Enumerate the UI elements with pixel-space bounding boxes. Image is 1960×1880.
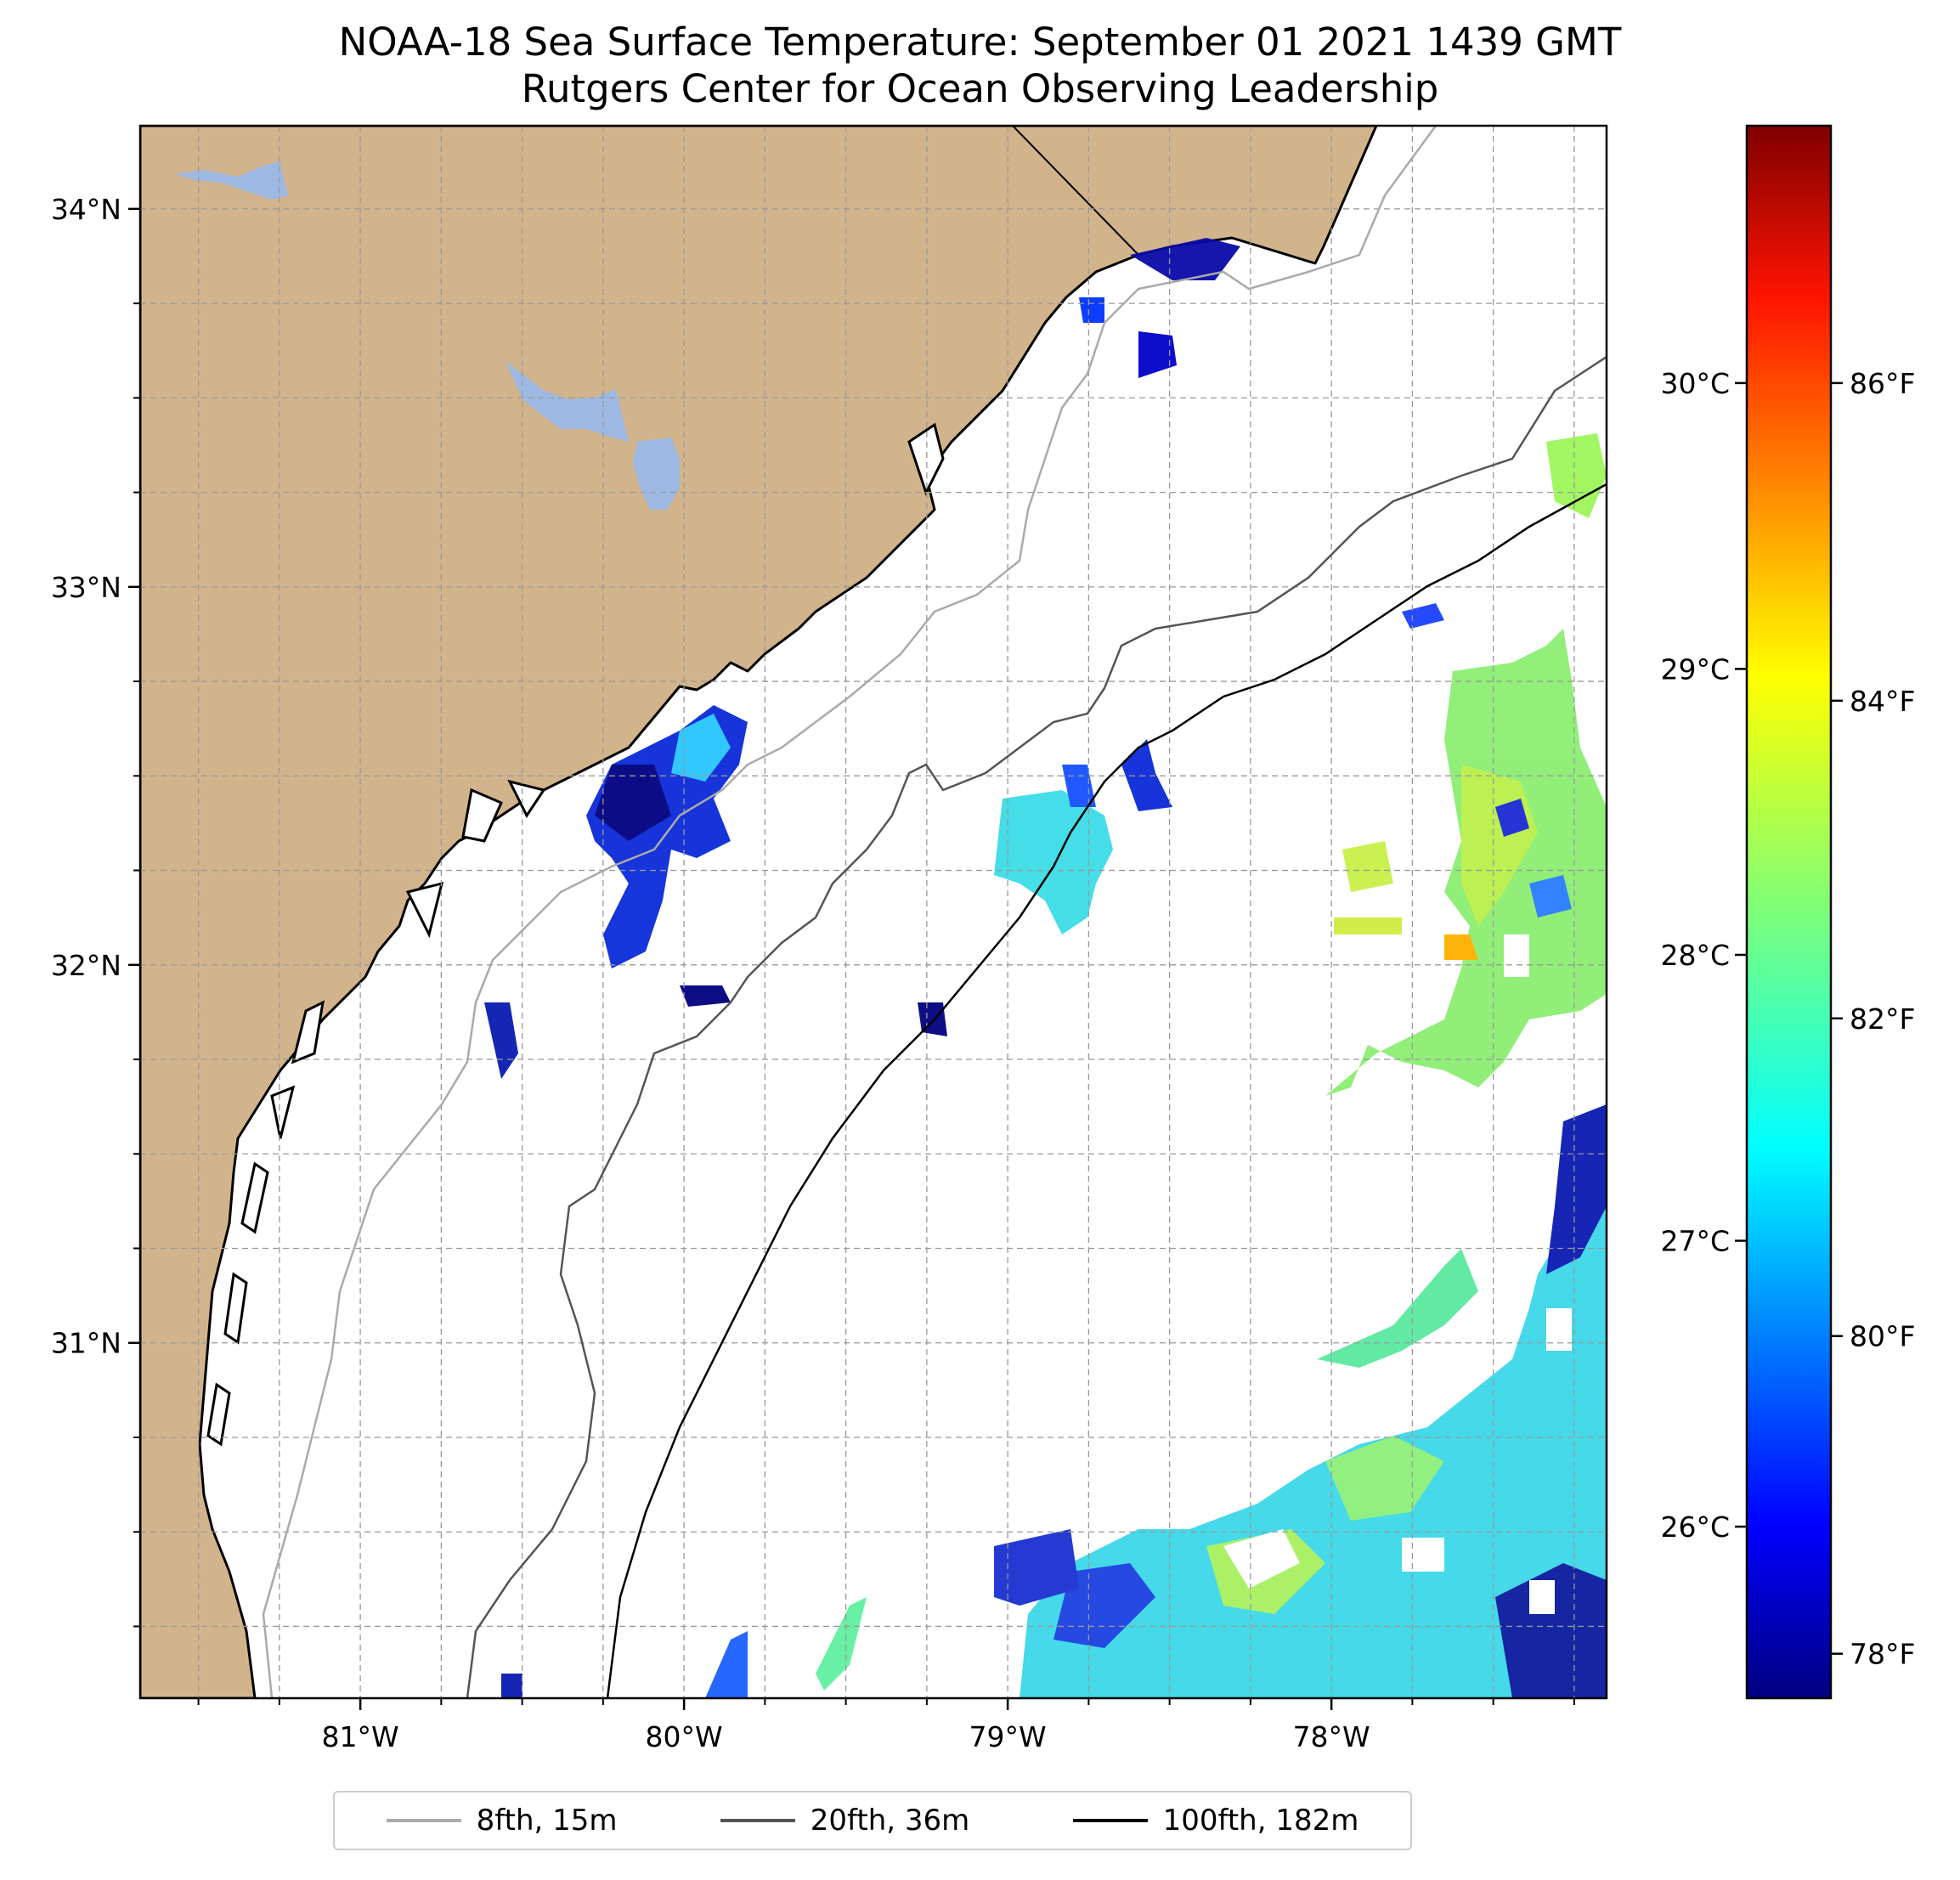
celsius-tick-label: 29°C	[1660, 652, 1730, 686]
fahrenheit-tick-label: 86°F	[1850, 367, 1915, 400]
estuary	[206, 422, 945, 1447]
lake-upper	[174, 161, 289, 200]
gridlines	[140, 126, 1607, 1698]
lake-moultrie	[633, 438, 680, 510]
celsius-tick-label: 27°C	[1660, 1225, 1730, 1258]
legend-swatch-100fth	[1072, 1819, 1148, 1822]
isobath-100fth-182m	[606, 483, 1607, 1698]
map-area[interactable]	[140, 126, 1607, 1698]
chart-title: NOAA-18 Sea Surface Temperature: Septemb…	[0, 19, 1960, 112]
isobath-20fth-36m	[466, 355, 1607, 1698]
legend-item-20fth: 20fth, 36m	[720, 1804, 970, 1838]
legend-label-8fth: 8fth, 15m	[476, 1804, 618, 1838]
y-tick-label: 31°N	[51, 1327, 121, 1360]
title-line-1: NOAA-18 Sea Surface Temperature: Septemb…	[338, 20, 1622, 65]
colorbar-ticks: 30°C 29°C 28°C 27°C 26°C 86°F 84°F 82°F 80°F 78°F	[1660, 367, 1915, 1671]
title-line-2: Rutgers Center for Ocean Observing Leade…	[521, 66, 1439, 111]
x-tick-label: 81°W	[322, 1720, 399, 1753]
y-tick-label: 33°N	[51, 571, 121, 604]
legend-item-100fth: 100fth, 182m	[1072, 1804, 1359, 1838]
map-frame	[138, 124, 1608, 1700]
celsius-tick-label: 28°C	[1660, 939, 1730, 972]
isobath-legend: 8fth, 15m 20fth, 36m 100fth, 182m	[333, 1791, 1412, 1850]
legend-swatch-8fth	[386, 1819, 461, 1822]
legend-label-100fth: 100fth, 182m	[1162, 1804, 1359, 1838]
x-tick-label: 80°W	[646, 1720, 723, 1753]
x-tick-label: 79°W	[969, 1720, 1047, 1753]
legend-item-8fth: 8fth, 15m	[386, 1804, 618, 1838]
x-tick-label: 78°W	[1293, 1720, 1370, 1753]
y-tick-label: 34°N	[51, 193, 121, 226]
sst-patches	[484, 238, 1607, 1698]
isobath-8fth-15m	[262, 126, 1438, 1698]
land	[140, 126, 1378, 1698]
legend-label-20fth: 20fth, 36m	[810, 1804, 970, 1838]
state-border	[1012, 126, 1139, 256]
axis-ticks: 81°W 80°W 79°W 78°W 34°N 33°N 32°N 31°N	[51, 193, 1575, 1753]
fahrenheit-tick-label: 80°F	[1850, 1320, 1915, 1353]
celsius-tick-label: 26°C	[1660, 1510, 1730, 1544]
y-tick-label: 32°N	[51, 949, 121, 982]
fahrenheit-tick-label: 82°F	[1850, 1002, 1915, 1036]
fahrenheit-tick-label: 78°F	[1850, 1638, 1915, 1671]
fahrenheit-tick-label: 84°F	[1850, 685, 1915, 718]
lake-marion	[506, 361, 629, 442]
colorbar	[1745, 124, 1833, 1700]
celsius-tick-label: 30°C	[1660, 367, 1730, 400]
legend-swatch-20fth	[720, 1819, 795, 1822]
